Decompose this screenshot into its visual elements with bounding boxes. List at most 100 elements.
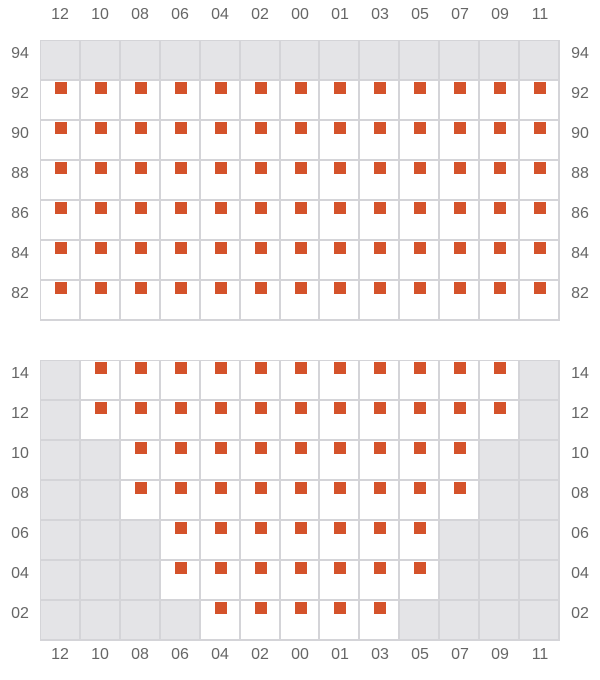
cell-marked[interactable] [240,161,281,201]
cell-marked[interactable] [120,121,161,161]
cell-marked[interactable] [240,521,281,561]
cell-marked[interactable] [80,201,121,241]
cell-marked[interactable] [41,201,81,241]
cell-marked[interactable] [360,481,401,521]
cell-marked[interactable] [160,561,201,601]
cell-marked[interactable] [80,241,121,281]
cell-marked[interactable] [120,481,161,521]
cell-marked[interactable] [520,241,560,281]
cell-marked[interactable] [200,561,241,601]
cell-marked[interactable] [41,241,81,281]
cell-marked[interactable] [41,81,81,121]
cell-marked[interactable] [320,361,361,401]
cell-marked[interactable] [240,281,281,321]
cell-marked[interactable] [440,201,481,241]
cell-marked[interactable] [120,81,161,121]
cell-marked[interactable] [80,121,121,161]
cell-marked[interactable] [360,601,401,641]
cell-marked[interactable] [320,121,361,161]
cell-marked[interactable] [200,401,241,441]
cell-marked[interactable] [160,441,201,481]
cell-marked[interactable] [440,281,481,321]
cell-marked[interactable] [360,281,401,321]
cell-marked[interactable] [240,601,281,641]
cell-marked[interactable] [400,481,441,521]
cell-marked[interactable] [280,201,321,241]
cell-marked[interactable] [440,161,481,201]
cell-marked[interactable] [280,361,321,401]
cell-marked[interactable] [480,361,521,401]
cell-marked[interactable] [440,441,481,481]
cell-marked[interactable] [240,401,281,441]
cell-marked[interactable] [280,401,321,441]
cell-marked[interactable] [160,281,201,321]
cell-marked[interactable] [280,441,321,481]
cell-marked[interactable] [280,121,321,161]
cell-marked[interactable] [120,441,161,481]
cell-marked[interactable] [360,521,401,561]
cell-marked[interactable] [240,201,281,241]
cell-marked[interactable] [200,161,241,201]
cell-marked[interactable] [400,561,441,601]
cell-marked[interactable] [200,201,241,241]
cell-marked[interactable] [400,521,441,561]
cell-marked[interactable] [200,121,241,161]
cell-marked[interactable] [160,81,201,121]
cell-marked[interactable] [320,601,361,641]
cell-marked[interactable] [120,401,161,441]
cell-marked[interactable] [320,441,361,481]
cell-marked[interactable] [240,561,281,601]
cell-marked[interactable] [440,401,481,441]
cell-marked[interactable] [200,601,241,641]
cell-marked[interactable] [480,121,521,161]
cell-marked[interactable] [120,241,161,281]
cell-marked[interactable] [120,161,161,201]
cell-marked[interactable] [280,281,321,321]
cell-marked[interactable] [160,361,201,401]
cell-marked[interactable] [400,121,441,161]
cell-marked[interactable] [200,241,241,281]
cell-marked[interactable] [320,561,361,601]
cell-marked[interactable] [400,281,441,321]
cell-marked[interactable] [240,241,281,281]
cell-marked[interactable] [200,81,241,121]
cell-marked[interactable] [360,401,401,441]
cell-marked[interactable] [360,201,401,241]
cell-marked[interactable] [280,481,321,521]
cell-marked[interactable] [320,481,361,521]
cell-marked[interactable] [280,241,321,281]
cell-marked[interactable] [80,401,121,441]
cell-marked[interactable] [240,481,281,521]
cell-marked[interactable] [520,161,560,201]
cell-marked[interactable] [320,401,361,441]
cell-marked[interactable] [280,601,321,641]
cell-marked[interactable] [520,281,560,321]
cell-marked[interactable] [200,481,241,521]
cell-marked[interactable] [80,361,121,401]
cell-marked[interactable] [480,401,521,441]
cell-marked[interactable] [160,161,201,201]
cell-marked[interactable] [400,441,441,481]
cell-marked[interactable] [200,281,241,321]
cell-marked[interactable] [240,441,281,481]
cell-marked[interactable] [41,281,81,321]
cell-marked[interactable] [80,281,121,321]
cell-marked[interactable] [360,81,401,121]
cell-marked[interactable] [480,281,521,321]
cell-marked[interactable] [480,201,521,241]
cell-marked[interactable] [360,561,401,601]
cell-marked[interactable] [280,81,321,121]
cell-marked[interactable] [120,281,161,321]
cell-marked[interactable] [160,201,201,241]
cell-marked[interactable] [160,481,201,521]
cell-marked[interactable] [80,81,121,121]
cell-marked[interactable] [400,161,441,201]
cell-marked[interactable] [400,401,441,441]
cell-marked[interactable] [160,521,201,561]
cell-marked[interactable] [440,121,481,161]
cell-marked[interactable] [440,241,481,281]
cell-marked[interactable] [240,121,281,161]
cell-marked[interactable] [360,161,401,201]
cell-marked[interactable] [80,161,121,201]
cell-marked[interactable] [400,201,441,241]
